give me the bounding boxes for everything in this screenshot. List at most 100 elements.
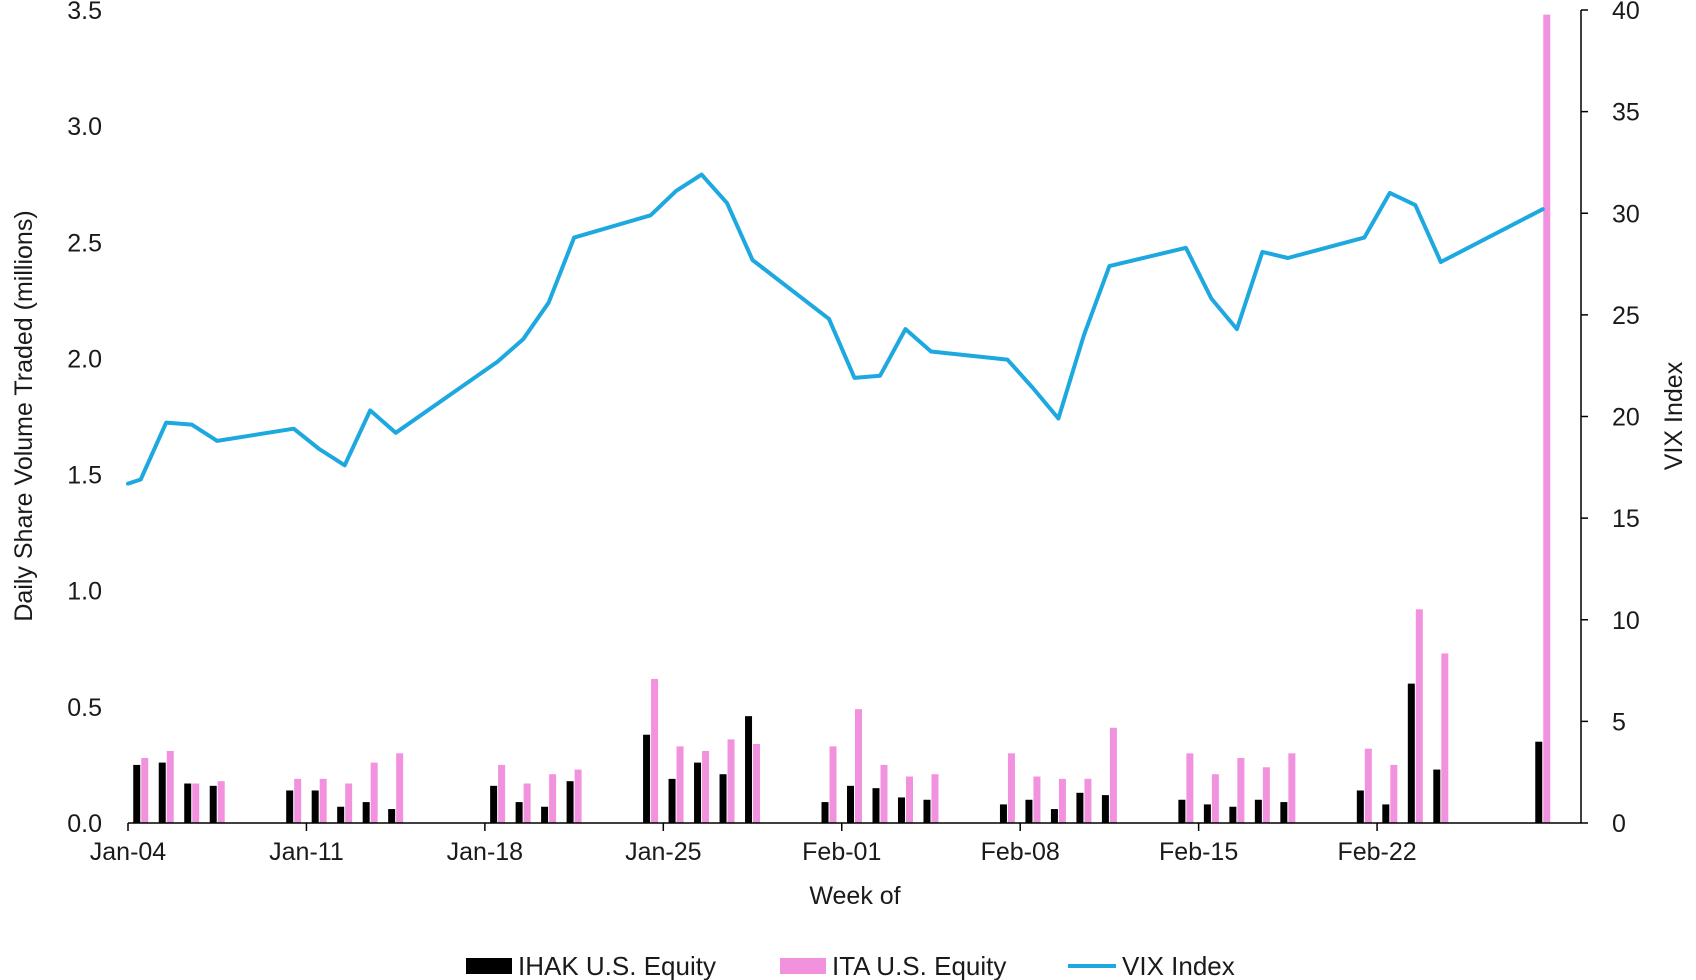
left-y-tick-label: 1.0 <box>67 578 102 606</box>
bar-ita <box>905 776 913 823</box>
left-y-tick-label: 1.5 <box>67 462 102 490</box>
bar-ihak <box>541 806 549 823</box>
bar-ita <box>1007 753 1015 823</box>
bar-ihak <box>1076 792 1084 823</box>
bar-ihak <box>1535 741 1543 823</box>
x-ticks: Jan-04 Jan-11 Jan-18 Jan-25 Feb-01 Feb-08 Feb-… <box>90 823 1417 866</box>
bar-ita <box>829 746 837 823</box>
bar-ita <box>1543 14 1551 824</box>
bar-ita <box>192 783 200 823</box>
bar-ihak <box>1407 683 1415 823</box>
right-y-tick-label: 20 <box>1612 404 1640 432</box>
right-y-tick-label: 35 <box>1612 99 1640 127</box>
right-y-tick-label: 30 <box>1612 200 1640 228</box>
left-y-axis-label: Daily Share Volume Traded (millions) <box>10 210 38 621</box>
bar-ita <box>294 778 302 823</box>
left-y-tick-label: 0.5 <box>67 694 102 722</box>
bar-ita <box>345 783 353 823</box>
bar-ihak <box>821 802 829 823</box>
right-y-tick-label: 15 <box>1612 505 1640 533</box>
bar-ihak <box>872 788 880 823</box>
vix-line-layer <box>126 172 1545 486</box>
x-tick-label: Jan-18 <box>447 838 523 866</box>
bar-ita <box>217 781 225 823</box>
bar-ihak <box>1101 795 1109 823</box>
bar-ihak <box>1382 804 1390 823</box>
bar-ita <box>1288 753 1296 823</box>
bar-ita <box>1109 727 1117 823</box>
bar-ihak <box>1229 806 1237 823</box>
bar-ita <box>1084 778 1092 823</box>
bar-ihak <box>1280 802 1288 823</box>
bar-ita <box>574 769 582 823</box>
bar-ihak <box>719 774 727 823</box>
left-y-tick-label: 3.0 <box>67 113 102 141</box>
bar-ita <box>855 709 862 823</box>
bar-ita <box>1390 764 1398 823</box>
bar-ihak <box>566 781 574 823</box>
bar-ihak <box>515 802 523 823</box>
right-y-tick-label: 40 <box>1612 0 1640 25</box>
bar-ita <box>1415 609 1423 823</box>
bar-ita <box>753 744 761 823</box>
bar-ihak <box>490 785 498 823</box>
bar-ihak <box>643 734 651 823</box>
x-tick-label: Feb-01 <box>802 838 881 866</box>
bar-ita <box>498 764 506 823</box>
bar-ita <box>931 774 939 823</box>
right-y-tick-label: 5 <box>1612 708 1626 736</box>
legend-label-vix: VIX Index <box>1122 951 1235 980</box>
bar-ita <box>370 762 378 823</box>
bar-ihak <box>184 783 192 823</box>
x-tick-label: Jan-04 <box>90 838 167 866</box>
bar-ihak <box>923 799 931 823</box>
bar-ihak <box>745 716 753 823</box>
right-y-tick-label: 10 <box>1612 607 1640 635</box>
bar-ihak <box>897 797 905 823</box>
right-y-ticks: 0 5 10 15 20 25 30 35 40 <box>1581 0 1640 838</box>
bar-ita <box>396 753 404 823</box>
bar-ita <box>1237 757 1245 823</box>
bar-ihak <box>1433 769 1441 823</box>
bar-ihak <box>1025 799 1033 823</box>
left-y-ticks: 0.0 0.5 1.0 1.5 2.0 2.5 3.0 3.5 <box>67 0 102 838</box>
legend: IHAK U.S. Equity ITA U.S. Equity VIX Ind… <box>466 951 1235 980</box>
legend-label-ita: ITA U.S. Equity <box>832 951 1006 980</box>
bars-layer <box>133 14 1551 824</box>
left-y-tick-label: 2.0 <box>67 345 102 373</box>
x-tick-label: Feb-22 <box>1337 838 1416 866</box>
right-y-axis-label: VIX Index <box>1660 361 1688 470</box>
right-y-tick-label: 0 <box>1612 810 1626 838</box>
bar-ihak <box>1050 809 1058 823</box>
bar-ita <box>1186 753 1194 823</box>
legend-label-ihak: IHAK U.S. Equity <box>518 951 716 980</box>
bar-ihak <box>158 762 166 823</box>
bar-ihak <box>1254 799 1262 823</box>
bar-ita <box>549 774 557 823</box>
bar-ita <box>880 764 888 823</box>
bar-ihak <box>133 764 141 823</box>
vix-line <box>126 172 1545 486</box>
bar-ita <box>166 750 174 823</box>
bar-ihak <box>1356 790 1364 823</box>
bar-ihak <box>209 785 217 823</box>
x-tick-label: Jan-11 <box>269 838 344 866</box>
bar-ihak <box>847 785 854 823</box>
left-y-tick-label: 0.0 <box>67 810 102 838</box>
bar-ihak <box>1203 804 1211 823</box>
left-y-tick-label: 3.5 <box>67 0 102 25</box>
bar-ita <box>141 757 149 823</box>
bar-ita <box>651 678 659 823</box>
bar-ita <box>523 783 531 823</box>
bar-ihak <box>668 778 676 823</box>
bar-ita <box>1033 776 1041 823</box>
x-tick-label: Feb-08 <box>981 838 1060 866</box>
axes-layer <box>128 10 1582 824</box>
bar-ihak <box>362 802 370 823</box>
left-y-tick-label: 2.5 <box>67 229 102 257</box>
bar-ita <box>1058 778 1066 823</box>
bar-ihak <box>1178 799 1186 823</box>
bar-ihak <box>337 806 345 823</box>
bar-ita <box>1211 774 1219 823</box>
